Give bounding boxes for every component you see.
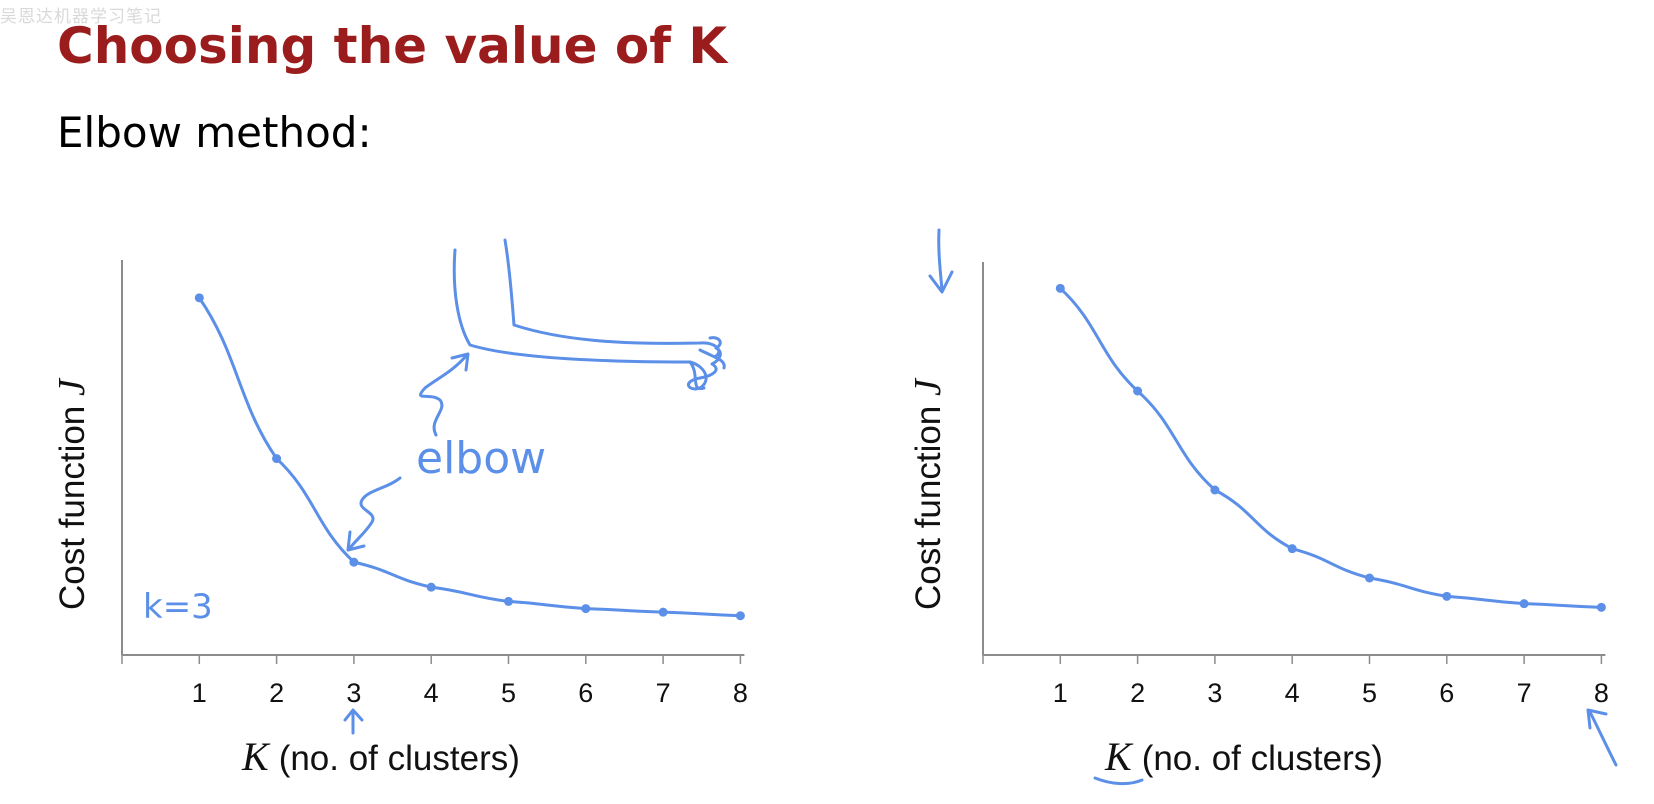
x-axis-label-text: (no. of clusters) — [1142, 739, 1383, 778]
data-point — [1596, 602, 1606, 612]
chart-left: 1 2 3 4 5 6 7 8 Cost function J K (no. of cluster… — [51, 260, 748, 779]
elbow-arrow-lower — [348, 476, 402, 550]
slide-title: Choosing the value of K — [57, 17, 728, 75]
cost-curve-line — [197, 296, 742, 618]
x-tick-label: 7 — [656, 678, 671, 708]
x-axis-label-text: (no. of clusters) — [279, 739, 520, 778]
x-tick-label: 8 — [733, 678, 748, 708]
underline-K — [1093, 776, 1144, 786]
handwritten-annotations-right — [928, 228, 1618, 786]
data-point — [1133, 386, 1143, 396]
y-axis-label: Cost function J — [907, 377, 949, 610]
data-point — [1365, 573, 1374, 583]
elbow-annotation-text: elbow — [416, 433, 546, 484]
x-tick-label: 5 — [1362, 678, 1377, 708]
data-point — [1287, 544, 1297, 554]
data-point — [272, 454, 282, 464]
x-tick-label: 3 — [1207, 678, 1222, 708]
elbow-arrow-upper-head — [450, 352, 470, 372]
x-axis-label: K (no. of clusters) — [241, 734, 520, 779]
data-point — [658, 607, 668, 617]
x-tick-label: 5 — [501, 678, 516, 708]
data-point — [194, 293, 204, 303]
arrow-up-near-8 — [1586, 708, 1618, 767]
elbow-arrow-lower-head — [346, 530, 366, 552]
data-point — [349, 557, 359, 567]
data-point — [1519, 599, 1529, 609]
elbow-arrow-upper — [418, 354, 468, 437]
x-tick-label: 1 — [192, 678, 207, 708]
data-point — [1442, 591, 1452, 601]
x-axis-symbol: K — [241, 734, 279, 779]
k-equals-3-annotation: k=3 — [143, 587, 213, 627]
data-point — [426, 582, 436, 592]
arm-sketch-drawing — [452, 238, 722, 391]
x-tick-label: 4 — [424, 678, 439, 708]
x-axis-symbol: K — [1104, 734, 1142, 779]
watermark-text: 吴恩达机器学习笔记 — [0, 7, 162, 27]
x-axis-label: K (no. of clusters) — [1104, 734, 1383, 779]
x-tick-label: 6 — [578, 678, 593, 708]
x-tick-label: 3 — [346, 678, 361, 708]
y-axis-symbol: J — [907, 377, 949, 396]
x-tick-label: 2 — [269, 678, 284, 708]
x-tick-label: 7 — [1517, 678, 1532, 708]
arrow-under-3 — [343, 708, 364, 735]
cost-curve-line — [1058, 286, 1603, 609]
y-axis-label: Cost function J — [51, 377, 93, 610]
x-tick-label: 1 — [1053, 678, 1068, 708]
x-tick-label: 2 — [1130, 678, 1145, 708]
arrow-down-near-J — [928, 228, 954, 294]
data-point — [581, 604, 591, 614]
y-axis-symbol: J — [51, 377, 93, 396]
data-point — [735, 611, 745, 621]
handwritten-annotations-left: elbow k=3 — [143, 238, 726, 735]
x-tick-label: 8 — [1594, 678, 1609, 708]
x-tick-label: 4 — [1285, 678, 1300, 708]
data-point — [1210, 485, 1220, 495]
x-tick-label: 6 — [1439, 678, 1454, 708]
data-point — [504, 596, 513, 606]
chart-right: 1 2 3 4 5 6 7 8 Cost function J K (no. of cluster… — [907, 262, 1609, 779]
arm-sketch-hand — [688, 348, 726, 391]
data-point — [1055, 283, 1065, 293]
slide-subtitle: Elbow method: — [57, 108, 372, 157]
